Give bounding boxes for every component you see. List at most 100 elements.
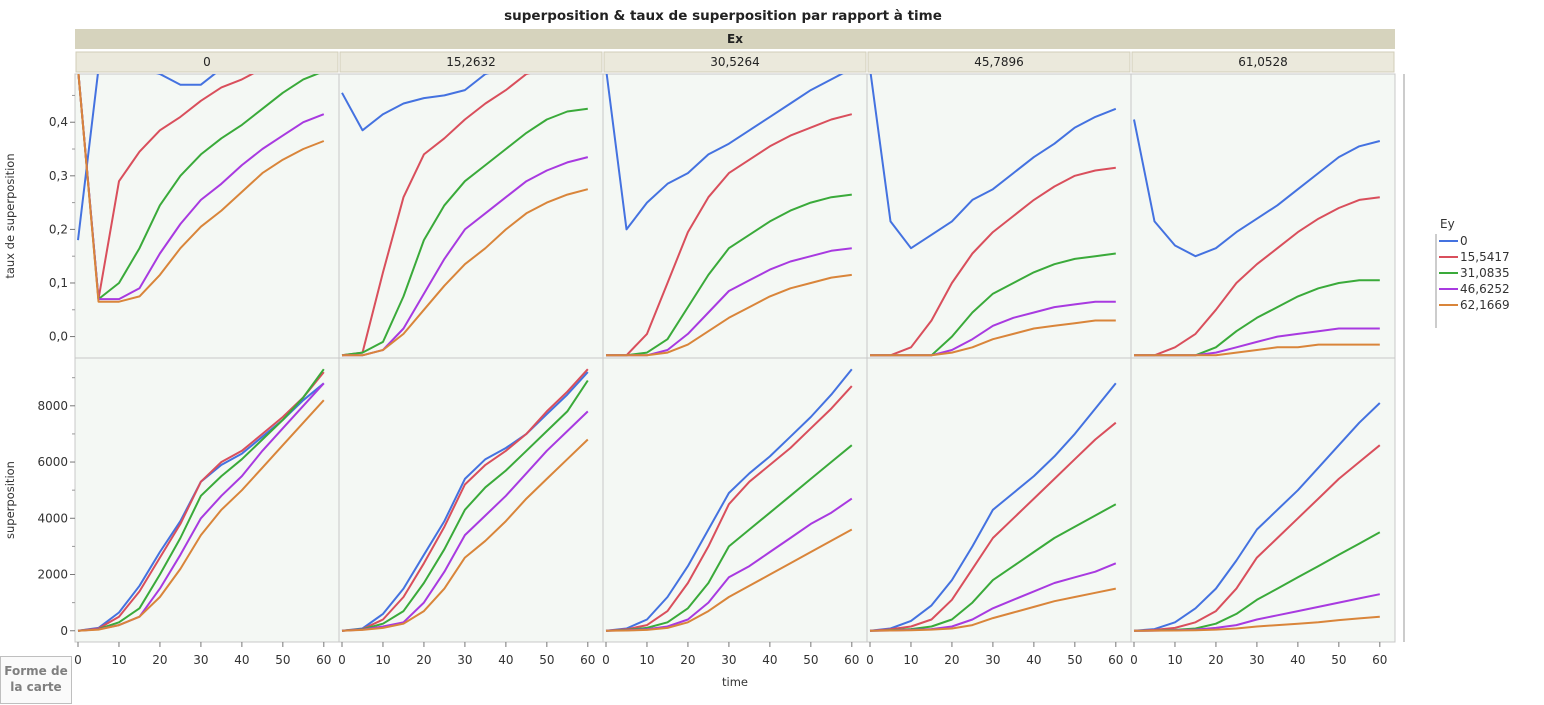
- panel-header-2: [603, 51, 867, 73]
- x-tick-label: 60: [1372, 653, 1387, 667]
- series-line-62-1669: [869, 587, 1117, 632]
- legend-item-2: 31,0835: [1460, 266, 1510, 280]
- panel-lines-0-1: [341, 74, 589, 357]
- series-line-15-5417: [605, 385, 853, 632]
- y-tick-label: 8000: [37, 399, 68, 413]
- series-line-62-1669: [605, 528, 853, 632]
- panel-lines-1-0: [77, 368, 325, 632]
- y-tick-label: 0,1: [49, 276, 68, 290]
- x-tick-label: 10: [375, 653, 390, 667]
- series-line-15-5417: [606, 113, 853, 357]
- group-header-band: [75, 29, 1395, 49]
- series-line-62-1669: [606, 273, 852, 357]
- x-tick-label: 20: [944, 653, 959, 667]
- map-shape-button[interactable]: Forme de la carte: [0, 656, 72, 704]
- x-tick-label: 30: [457, 653, 472, 667]
- panel-lines-1-4: [1133, 402, 1381, 632]
- panel-header-4: [1131, 51, 1395, 73]
- series-line-15-5417: [869, 421, 1117, 632]
- panel-header-3: [867, 51, 1131, 73]
- x-tick-label: 20: [1208, 653, 1223, 667]
- series-line-0: [1133, 119, 1381, 258]
- series-line-15-5417: [1134, 196, 1380, 357]
- series-line-15-5417: [870, 166, 1116, 357]
- series-line-62-1669: [342, 188, 589, 357]
- series-line-31-0835: [77, 74, 320, 301]
- series-line-0: [1133, 402, 1381, 632]
- x-tick-label: 50: [803, 653, 818, 667]
- x-tick-label: 20: [680, 653, 695, 667]
- x-tick-label: 50: [1067, 653, 1082, 667]
- panel-lines-1-3: [869, 382, 1117, 632]
- panel-bg-0-0: [74, 73, 340, 359]
- group-header-label: Ex: [727, 32, 743, 46]
- panel-header-1: [339, 51, 603, 73]
- panel-headers: 0 15,2632 30,5264 45,7896 61,0528: [75, 51, 1395, 73]
- x-tick-label: 0: [866, 653, 874, 667]
- legend-item-4: 62,1669: [1460, 298, 1510, 312]
- legend-item-3: 46,6252: [1460, 282, 1510, 296]
- x-tick-label: 40: [234, 653, 249, 667]
- x-tick-label: 10: [639, 653, 654, 667]
- panel-bg-1-2: [602, 357, 868, 643]
- x-tick-label: 30: [1249, 653, 1264, 667]
- series-line-15-5417: [341, 368, 589, 632]
- y-tick-label: 2000: [37, 568, 68, 582]
- x-tick-label: 0: [1130, 653, 1138, 667]
- panel-lines-0-4: [1133, 119, 1381, 357]
- y-axis-label-1: superposition: [3, 461, 17, 539]
- series-line-46-6252: [77, 74, 325, 301]
- map-shape-label-line2: la carte: [10, 680, 62, 694]
- series-line-15-5417: [77, 74, 255, 301]
- series-line-0: [605, 74, 844, 231]
- x-tick-label: 30: [193, 653, 208, 667]
- panel-header-label-2: 30,5264: [710, 55, 760, 69]
- x-tick-label: 50: [275, 653, 290, 667]
- y-tick-label: 0,0: [49, 330, 68, 344]
- x-tick-label: 40: [1290, 653, 1305, 667]
- chart-title: superposition & taux de superposition pa…: [504, 8, 942, 24]
- panel-lines-0-2: [605, 74, 853, 357]
- panel-bg-1-1: [338, 357, 604, 643]
- x-tick-label: 10: [1167, 653, 1182, 667]
- map-shape-label-line1: Forme de: [4, 664, 68, 678]
- series-line-31-0835: [606, 193, 852, 357]
- panel-bg-0-4: [1130, 73, 1396, 359]
- y-axis-label-0: taux de superposition: [3, 153, 17, 278]
- x-tick-label: 40: [498, 653, 513, 667]
- y-tick-label: 4000: [37, 511, 68, 525]
- series-line-62-1669: [77, 74, 325, 303]
- panel-bg-1-4: [1130, 357, 1396, 643]
- x-tick-label: 50: [539, 653, 554, 667]
- series-line-15-5417: [1133, 444, 1381, 632]
- series-line-0: [869, 74, 1117, 250]
- x-tick-label: 20: [152, 653, 167, 667]
- x-tick-label: 60: [1108, 653, 1123, 667]
- x-tick-label: 50: [1331, 653, 1346, 667]
- y-tick-label: 6000: [37, 455, 68, 469]
- panel-header-label-0: 0: [203, 55, 211, 69]
- panel-header-label-3: 45,7896: [974, 55, 1024, 69]
- panel-bg-1-3: [866, 357, 1132, 643]
- panel-header-label-1: 15,2632: [446, 55, 496, 69]
- panel-header-0: [75, 51, 339, 73]
- series-line-0: [341, 74, 490, 132]
- series-line-62-1669: [870, 319, 1116, 357]
- series-line-31-0835: [341, 107, 588, 357]
- panel-bg-0-3: [866, 73, 1132, 359]
- y-tick-label: 0,2: [49, 222, 68, 236]
- x-tick-label: 10: [111, 653, 126, 667]
- series-line-62-1669: [341, 438, 589, 632]
- x-tick-label: 60: [844, 653, 859, 667]
- panel-bg-0-2: [602, 73, 868, 359]
- x-tick-label: 60: [580, 653, 595, 667]
- panels: [74, 73, 1396, 643]
- x-tick-label: 10: [903, 653, 918, 667]
- series-line-62-1669: [77, 399, 325, 632]
- series-line-31-0835: [77, 368, 325, 632]
- panel-lines-0-3: [869, 74, 1117, 357]
- panel-lines-1-2: [605, 368, 853, 632]
- x-tick-label: 40: [1026, 653, 1041, 667]
